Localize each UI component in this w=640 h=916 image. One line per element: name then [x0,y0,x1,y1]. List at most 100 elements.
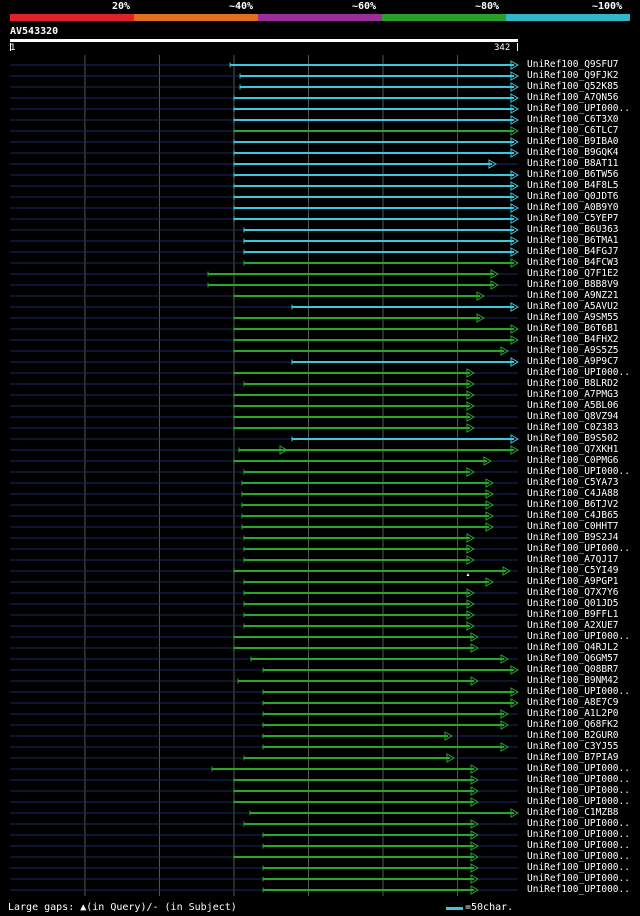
hit-arrowhead [476,291,486,301]
hit-label[interactable]: UniRef100_B9IBA0 [527,136,619,147]
hit-label[interactable]: UniRef100_Q01JD5 [527,598,619,609]
hit-arrowhead [490,269,499,279]
hit-label[interactable]: UniRef100_B6T6B1 [527,323,619,334]
hit-label[interactable]: UniRef100_UPI000.. [527,884,630,895]
hit-label[interactable]: UniRef100_UPI000.. [527,873,630,884]
query-start-tick [10,43,11,51]
hit-label[interactable]: UniRef100_UPI000.. [527,466,630,477]
hit-label[interactable]: UniRef100_C4JB65 [527,510,619,521]
hit-label[interactable]: UniRef100_C1MZB8 [527,807,619,818]
hit-arrowhead [470,874,480,884]
hit-label[interactable]: UniRef100_B6U363 [527,224,619,235]
hit-label[interactable]: UniRef100_A9S5Z5 [527,345,619,356]
hit-label[interactable]: UniRef100_B9S2J4 [527,532,619,543]
hit-label[interactable]: UniRef100_C3YJ55 [527,741,619,752]
hit-label[interactable]: UniRef100_UPI000.. [527,785,630,796]
hit-label[interactable]: UniRef100_A2XUE7 [527,620,619,631]
hit-label[interactable]: UniRef100_B8AT11 [527,158,619,169]
hit-label[interactable]: UniRef100_B9GQK4 [527,147,619,158]
hit-label[interactable]: UniRef100_UPI000.. [527,851,630,862]
hit-label[interactable]: UniRef100_A9PGP1 [527,576,619,587]
hit-arrowhead [510,148,520,158]
hit-arrowhead [510,225,520,235]
hit-label[interactable]: UniRef100_A7QN56 [527,92,619,103]
hit-label[interactable]: UniRef100_C4JA88 [527,488,619,499]
hit-label[interactable]: UniRef100_B4F8L5 [527,180,619,191]
hit-arrowhead [470,786,480,796]
hit-label[interactable]: UniRef100_UPI000.. [527,543,630,554]
hit-label[interactable]: UniRef100_B8B8V9 [527,279,619,290]
hit-label[interactable]: UniRef100_Q68FK2 [527,719,619,730]
hit-label[interactable]: UniRef100_Q08BR7 [527,664,619,675]
hit-label[interactable]: UniRef100_UPI000.. [527,686,630,697]
hit-label[interactable]: UniRef100_C0PMG6 [527,455,619,466]
hit-label[interactable]: UniRef100_C0Z383 [527,422,619,433]
hit-label[interactable]: UniRef100_Q4RJL2 [527,642,619,653]
hit-label[interactable]: UniRef100_UPI000.. [527,774,630,785]
hit-arrowhead [510,71,520,81]
hit-label[interactable]: UniRef100_UPI000.. [527,631,630,642]
hit-label[interactable]: UniRef100_B6TMA1 [527,235,619,246]
hit-label[interactable]: UniRef100_C5YEP7 [527,213,619,224]
hit-label[interactable]: UniRef100_A8E7C9 [527,697,619,708]
hit-label[interactable]: UniRef100_C6TLC7 [527,125,619,136]
hit-arrowhead [510,698,520,708]
hit-label[interactable]: UniRef100_Q0JDT6 [527,191,619,202]
hit-label[interactable]: UniRef100_A7QJ17 [527,554,619,565]
hit-arrowhead [510,258,520,268]
hit-label[interactable]: UniRef100_UPI000.. [527,796,630,807]
hit-arrowhead [466,412,476,422]
hit-label[interactable]: UniRef100_A9NZ21 [527,290,619,301]
hit-label[interactable]: UniRef100_Q52K85 [527,81,619,92]
hit-label[interactable]: UniRef100_Q7X7Y6 [527,587,619,598]
hit-label[interactable]: UniRef100_Q9FJK2 [527,70,619,81]
hit-arrowhead [470,643,480,653]
hit-label[interactable]: UniRef100_B8LRD2 [527,378,619,389]
hit-label[interactable]: UniRef100_Q7F1E2 [527,268,619,279]
hit-label[interactable]: UniRef100_A1L2P0 [527,708,619,719]
hit-label[interactable]: UniRef100_A0B9Y0 [527,202,619,213]
hit-arrowhead [470,632,480,642]
hit-arrowhead [470,797,480,807]
hit-label[interactable]: UniRef100_Q8VZ94 [527,411,619,422]
hit-label[interactable]: UniRef100_C6T3X0 [527,114,619,125]
hit-label[interactable]: UniRef100_UPI000.. [527,818,630,829]
hit-label[interactable]: UniRef100_B9NM42 [527,675,619,686]
hit-label[interactable]: UniRef100_Q9SFU7 [527,59,619,70]
hit-label[interactable]: UniRef100_C5YI49 [527,565,619,576]
hit-label[interactable]: UniRef100_UPI000.. [527,840,630,851]
hit-label[interactable]: UniRef100_A5BL06 [527,400,619,411]
legend-label-20: 20% [112,1,131,12]
hit-label[interactable]: UniRef100_A5AVU2 [527,301,619,312]
hit-label[interactable]: UniRef100_B6TJV2 [527,499,619,510]
hit-label[interactable]: UniRef100_B6TW56 [527,169,619,180]
hit-arrowhead [502,566,512,576]
hit-label[interactable]: UniRef100_UPI000.. [527,367,630,378]
hit-label[interactable]: UniRef100_A9SM55 [527,312,619,323]
hit-label[interactable]: UniRef100_UPI000.. [527,103,630,114]
hit-arrowhead [510,203,520,213]
hit-label[interactable]: UniRef100_UPI000.. [527,829,630,840]
hit-label[interactable]: UniRef100_UPI000.. [527,763,630,774]
hit-label[interactable]: UniRef100_C0HHT7 [527,521,619,532]
hit-label[interactable]: UniRef100_B4FCW3 [527,257,619,268]
hit-label[interactable]: UniRef100_B2GUR0 [527,730,619,741]
hit-label[interactable]: UniRef100_B4FGJ7 [527,246,619,257]
hit-arrowhead [510,82,520,92]
hit-label[interactable]: UniRef100_B9FFL1 [527,609,619,620]
hit-arrowhead [485,500,495,510]
hit-label[interactable]: UniRef100_Q7XKH1 [527,444,619,455]
scale-bar [446,907,463,910]
query-bar [10,39,518,42]
hit-arrowhead [510,357,520,367]
hit-label[interactable]: UniRef100_A7PMG3 [527,389,619,400]
hit-arrowhead [510,324,520,334]
hit-label[interactable]: UniRef100_A9P9C7 [527,356,619,367]
hit-arrowhead [510,247,520,257]
hit-label[interactable]: UniRef100_UPI000.. [527,862,630,873]
hit-label[interactable]: UniRef100_B7PIA9 [527,752,619,763]
hit-label[interactable]: UniRef100_B9S502 [527,433,619,444]
hit-label[interactable]: UniRef100_Q6GM57 [527,653,619,664]
hit-label[interactable]: UniRef100_B4FHX2 [527,334,619,345]
hit-label[interactable]: UniRef100_C5YA73 [527,477,619,488]
